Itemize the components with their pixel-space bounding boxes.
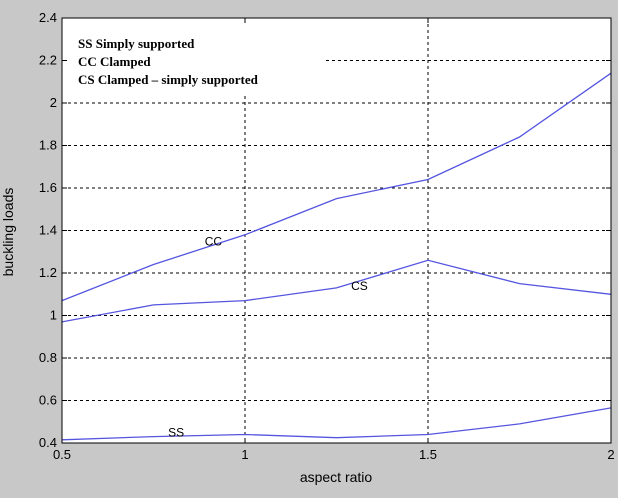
y-tick-label-1: 0.6 xyxy=(39,393,57,408)
y-axis-label: buckling loads xyxy=(0,188,16,277)
legend-box: SS Simply supported CC Clamped CS Clamped … xyxy=(68,24,326,94)
legend-background xyxy=(68,24,326,94)
x-axis-label: aspect ratio xyxy=(300,469,373,485)
y-tick-label-6: 1.6 xyxy=(39,180,57,195)
y-tick-label-7: 1.8 xyxy=(39,138,57,153)
x-tick-label-3: 2 xyxy=(607,447,614,462)
x-tick-label-1: 1 xyxy=(241,447,248,462)
curve-annotations: CC CS SS xyxy=(168,234,368,439)
series-lines xyxy=(61,72,612,441)
axis-ticks: 0.5 1 1.5 2 0.4 0.6 0.8 1 1.2 1.4 1.6 1.8 2 2.2 2.4 xyxy=(39,10,615,462)
y-tick-label-10: 2.4 xyxy=(39,10,57,25)
x-tick-label-0: 0.5 xyxy=(53,447,71,462)
y-tick-label-2: 0.8 xyxy=(39,350,57,365)
y-tick-label-3: 1 xyxy=(50,308,57,323)
legend-entry-1: CC Clamped xyxy=(78,54,151,69)
annotation-cs: CS xyxy=(351,279,368,293)
x-tick-label-2: 1.5 xyxy=(419,447,437,462)
y-tick-label-8: 2 xyxy=(50,95,57,110)
legend-entry-0: SS Simply supported xyxy=(78,36,195,51)
y-tick-label-9: 2.2 xyxy=(39,53,57,68)
y-tick-label-0: 0.4 xyxy=(39,435,57,450)
annotation-ss: SS xyxy=(168,426,184,440)
annotation-cc: CC xyxy=(205,234,223,248)
y-tick-label-5: 1.4 xyxy=(39,223,57,238)
y-tick-label-4: 1.2 xyxy=(39,265,57,280)
legend-entry-2: CS Clamped – simply supported xyxy=(78,72,259,87)
